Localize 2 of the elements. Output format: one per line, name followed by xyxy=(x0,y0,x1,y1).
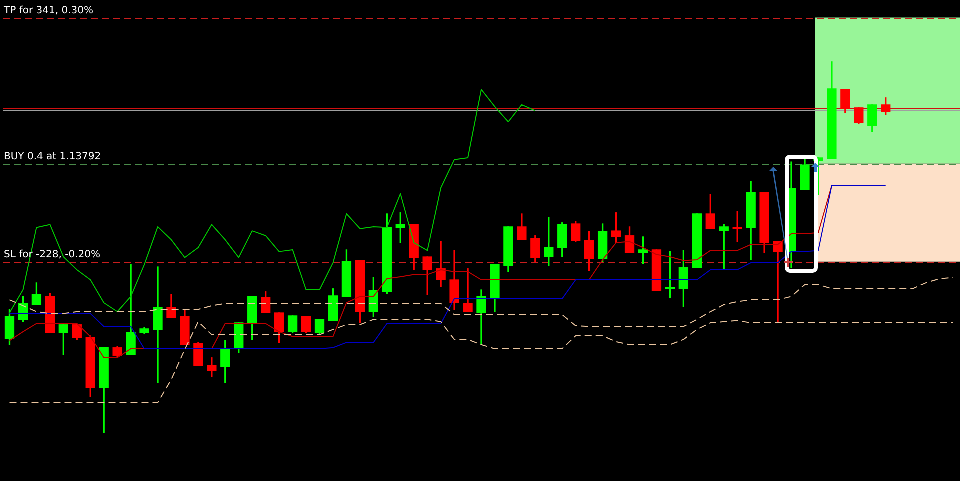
ref-line-label: TP for 341, 0.30% xyxy=(3,5,94,16)
ref-line-label: BUY 0.4 at 1.13792 xyxy=(4,152,102,163)
